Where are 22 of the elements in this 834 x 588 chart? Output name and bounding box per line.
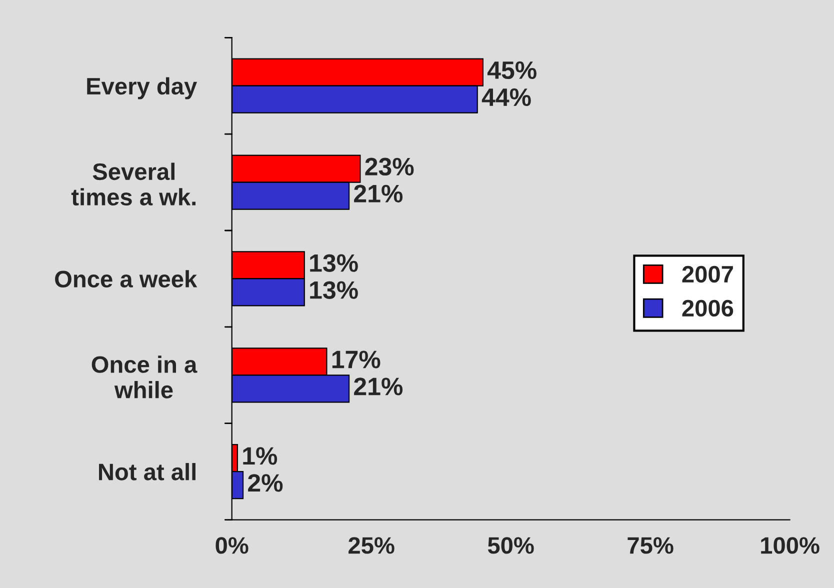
- data-label: 1%: [243, 447, 278, 465]
- data-label: 13%: [310, 281, 358, 299]
- x-tick-label: 100%: [761, 537, 820, 554]
- y-tick-label: Once in a while: [92, 356, 198, 398]
- data-label: 23%: [365, 158, 414, 176]
- data-label: 13%: [310, 254, 358, 272]
- data-label: 21%: [354, 184, 403, 202]
- y-tick-label: Not at all: [99, 463, 196, 480]
- x-tick-label: 25%: [348, 537, 394, 554]
- legend-label: 2006: [682, 300, 734, 317]
- x-tick-label: 75%: [628, 537, 674, 554]
- legend-label: 2007: [682, 266, 733, 283]
- x-tick-label: 50%: [488, 537, 534, 554]
- y-tick-label: Every day: [87, 77, 198, 100]
- data-label: 45%: [487, 61, 536, 80]
- y-tick-label: Once a week: [55, 270, 198, 288]
- x-tick-label: 0%: [216, 537, 248, 554]
- data-label: 44%: [482, 88, 531, 106]
- data-label: 17%: [332, 350, 380, 368]
- y-tick-label: Several times a wk.: [71, 162, 196, 206]
- data-label: 21%: [354, 378, 403, 396]
- data-label: 2%: [248, 474, 283, 492]
